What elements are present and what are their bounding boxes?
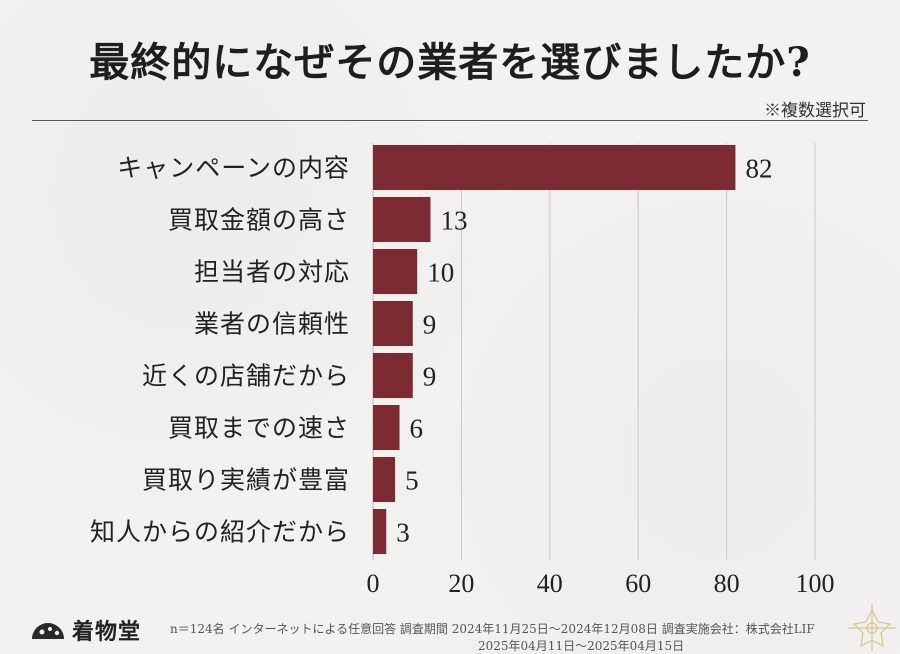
chart-title: 最終的になぜその業者を選びましたか? bbox=[89, 39, 811, 86]
category-label: 買取り実績が豊富 bbox=[142, 466, 350, 495]
value-label: 5 bbox=[405, 466, 419, 496]
survey-period: 2025年04月11日～2025年04月15日 bbox=[478, 639, 685, 653]
bar bbox=[373, 509, 387, 554]
bar bbox=[373, 249, 418, 294]
category-label: 業者の信頼性 bbox=[194, 310, 350, 339]
value-label: 82 bbox=[745, 154, 772, 184]
category-label: キャンペーンの内容 bbox=[117, 154, 350, 183]
bar bbox=[373, 405, 400, 450]
x-tick-label: 0 bbox=[367, 569, 380, 598]
survey-info: n＝124名 インターネットによる任意回答 調査期間 2024年11月25日～2… bbox=[170, 622, 815, 636]
bar bbox=[373, 145, 736, 190]
bar bbox=[373, 197, 431, 242]
x-tick-label: 80 bbox=[714, 569, 740, 598]
value-label: 9 bbox=[423, 362, 437, 392]
multiple-choice-note: ※複数選択可 bbox=[764, 101, 866, 121]
flower-pattern-icon bbox=[848, 604, 896, 652]
category-label: 近くの店舗だから bbox=[142, 362, 350, 391]
bar bbox=[373, 301, 413, 346]
x-tick-label: 100 bbox=[796, 569, 835, 598]
logo-text: 着物堂 bbox=[72, 619, 142, 645]
category-label: 知人からの紹介だから bbox=[90, 518, 350, 547]
value-label: 9 bbox=[423, 310, 437, 340]
bar bbox=[373, 457, 396, 502]
category-label: 担当者の対応 bbox=[194, 258, 350, 287]
value-label: 10 bbox=[427, 258, 454, 288]
value-label: 3 bbox=[396, 518, 410, 548]
category-label: 買取金額の高さ bbox=[168, 206, 350, 235]
value-label: 6 bbox=[410, 414, 424, 444]
x-tick-label: 40 bbox=[537, 569, 563, 598]
x-tick-label: 20 bbox=[448, 569, 474, 598]
value-label: 13 bbox=[440, 206, 467, 236]
footer-logo: 着物堂 bbox=[30, 614, 141, 646]
x-tick-label: 60 bbox=[625, 569, 651, 598]
bar bbox=[373, 353, 413, 398]
category-label: 買取までの速さ bbox=[168, 414, 350, 443]
fan-icon bbox=[32, 623, 64, 639]
title-divider bbox=[32, 120, 868, 121]
